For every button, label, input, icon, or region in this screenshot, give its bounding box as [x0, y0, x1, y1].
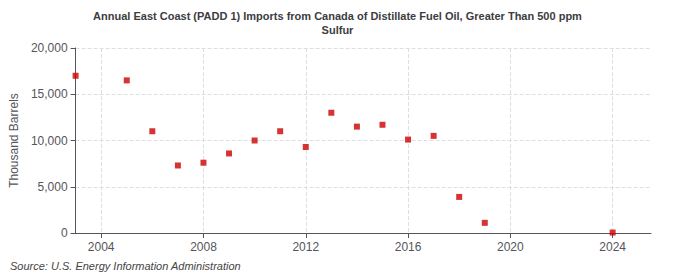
svg-text:2008: 2008: [190, 240, 217, 254]
svg-text:2024: 2024: [599, 240, 626, 254]
svg-text:15,000: 15,000: [31, 87, 68, 101]
svg-text:Source: U.S. Energy Informatio: Source: U.S. Energy Information Administ…: [10, 260, 241, 272]
svg-text:0: 0: [61, 226, 68, 240]
svg-text:Annual East Coast (PADD 1) Imp: Annual East Coast (PADD 1) Imports from …: [93, 10, 582, 22]
svg-text:5,000: 5,000: [38, 180, 68, 194]
svg-text:2012: 2012: [292, 240, 319, 254]
svg-text:Thousand Barrels: Thousand Barrels: [7, 93, 21, 188]
svg-text:10,000: 10,000: [31, 134, 68, 148]
svg-text:2020: 2020: [497, 240, 524, 254]
svg-text:Sulfur: Sulfur: [322, 24, 354, 36]
svg-text:20,000: 20,000: [31, 41, 68, 55]
svg-text:2004: 2004: [88, 240, 115, 254]
svg-text:2016: 2016: [395, 240, 422, 254]
